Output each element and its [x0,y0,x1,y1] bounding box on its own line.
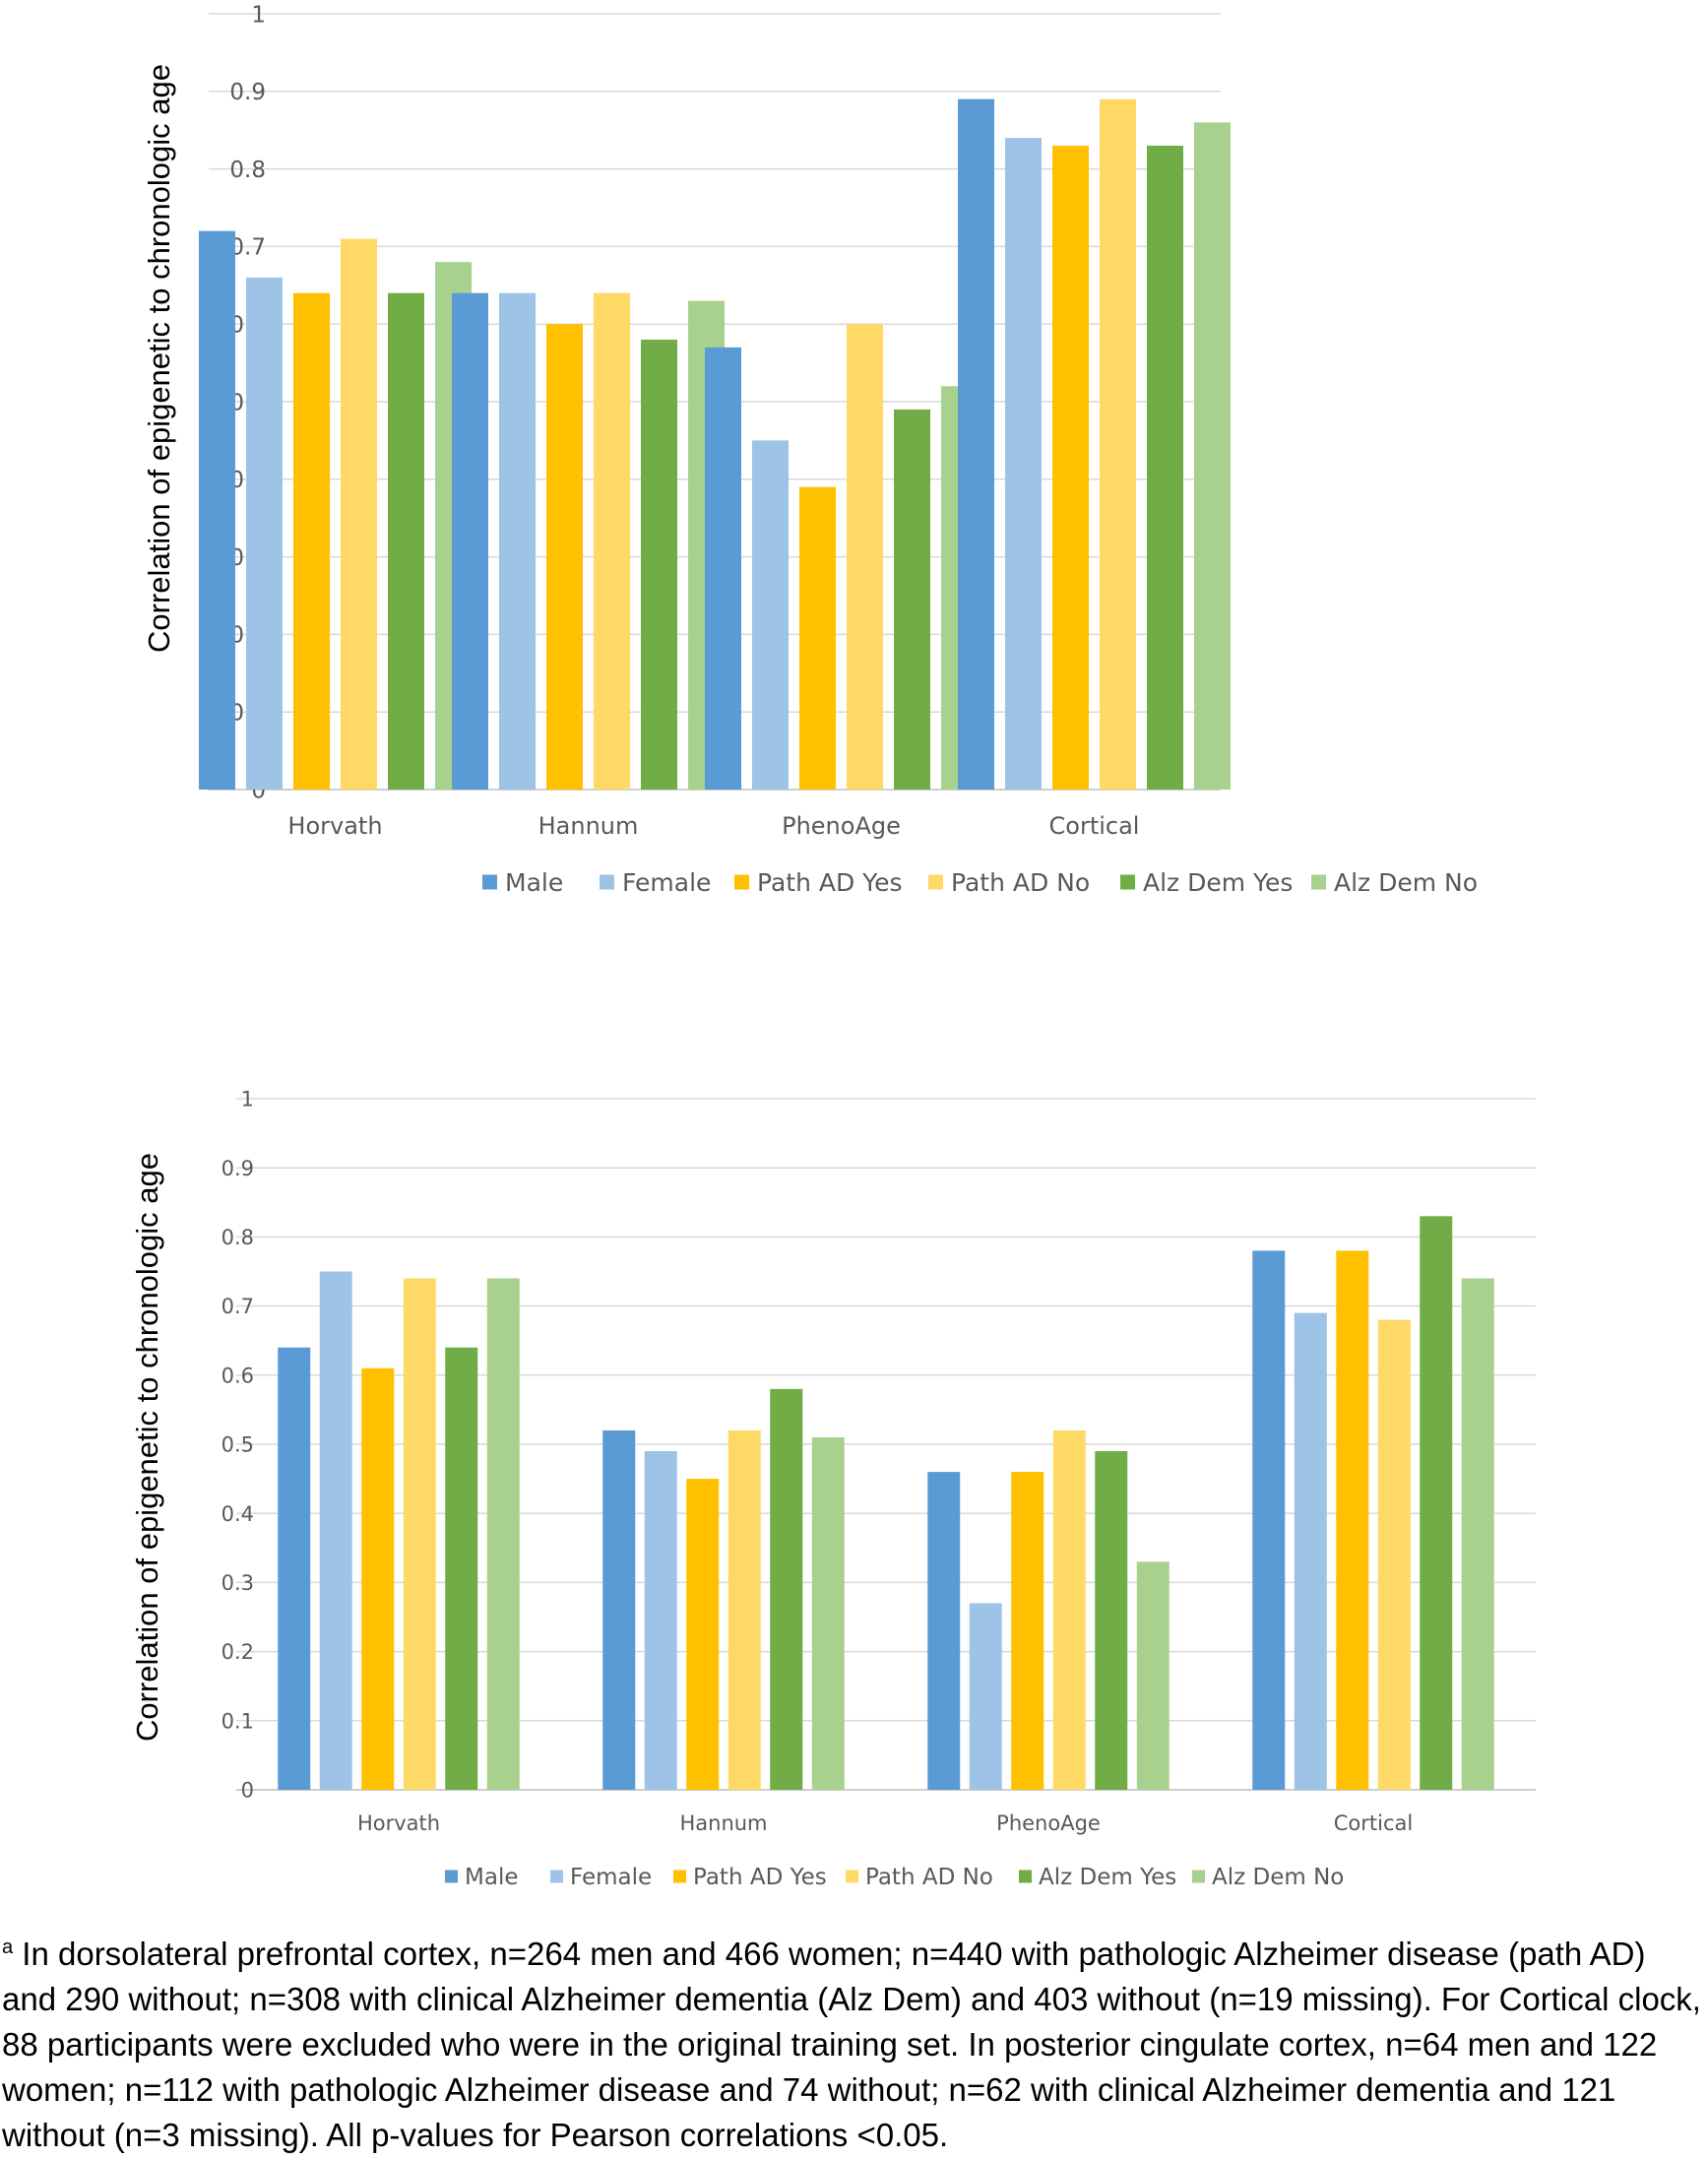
bar-hannum-alz-dem-no [811,1436,845,1790]
legend-label-male: Male [465,1865,518,1890]
bar-horvath-female [246,277,283,790]
legend-swatch-alz-dem-yes [1120,874,1135,890]
bar-phenoage-alz-dem-yes [894,409,930,790]
footnote: a In dorsolateral prefrontal cortex, n=2… [2,1932,1703,2158]
bar-hannum-path-ad-no [594,292,630,790]
bar-horvath-path-ad-no [341,238,377,790]
bar-phenoage-male [927,1472,961,1790]
legend-swatch-path-ad-yes [673,1870,686,1883]
bar-cortical-path-ad-no [1100,98,1136,791]
y-tick-label: 0.8 [229,158,266,183]
legend-label-alz-dem-no: Alz Dem No [1334,868,1478,897]
legend-swatch-path-ad-no [928,874,943,890]
y-tick-label: 1 [241,1088,254,1111]
bar-phenoage-path-ad-yes [799,486,836,790]
legend-swatch-path-ad-yes [734,874,749,890]
chart-posterior-cingulate: 0 0.1 0.2 0.3 0.4 0.5 0.6 0.7 0.8 0.9 1 Correlation… [130,1088,1536,1890]
bar-phenoage-female [969,1603,1002,1790]
x-category-label: Hannum [538,812,639,840]
y-tick-label: 1 [251,2,266,28]
x-category-label: Hannum [679,1811,767,1835]
footnote-text: In dorsolateral prefrontal cortex, n=264… [2,1936,1701,2153]
legend-swatch-alz-dem-yes [1019,1870,1032,1883]
bar-horvath-male [199,230,235,790]
legend-label-female: Female [570,1865,652,1890]
x-category-label: Horvath [287,812,382,840]
bar-hannum-alz-dem-yes [641,339,677,790]
bar-horvath-alz-dem-yes [445,1347,478,1790]
bar-hannum-path-ad-yes [546,324,583,790]
legend-label-female: Female [622,868,711,897]
y-tick-label: 0.9 [229,80,266,105]
y-tick-label: 0 [241,1779,254,1803]
legend-swatch-female [600,874,614,890]
bar-phenoage-path-ad-yes [1011,1472,1044,1790]
y-axis-label: Correlation of epigenetic to chronologic… [130,1153,164,1742]
y-tick-label: 0.3 [221,1571,254,1595]
bar-horvath-path-ad-no [403,1278,436,1790]
bar-hannum-male [452,292,488,790]
bar-cortical-female [1294,1312,1327,1790]
bar-phenoage-male [705,347,741,790]
y-tick-label: 0.4 [221,1502,254,1526]
y-tick-label: 0.6 [221,1364,254,1387]
x-category-label: PhenoAge [782,812,901,840]
bar-hannum-female [644,1451,677,1790]
legend-label-path-ad-no: Path AD No [865,1865,993,1890]
bar-cortical-path-ad-yes [1336,1250,1369,1790]
bar-cortical-alz-dem-yes [1147,145,1183,790]
legend-label-alz-dem-no: Alz Dem No [1212,1865,1344,1890]
bar-horvath-male [278,1347,311,1790]
y-tick-label: 0.9 [221,1157,254,1180]
y-tick-label: 0.2 [221,1640,254,1664]
bar-hannum-path-ad-no [727,1429,761,1790]
y-tick-label: 0.7 [221,1295,254,1318]
footnote-marker: a [2,1937,14,1958]
bar-hannum-path-ad-yes [686,1479,720,1790]
legend-label-path-ad-no: Path AD No [951,868,1090,897]
y-axis-label: Correlation of epigenetic to chronologic… [142,64,176,653]
bar-cortical-path-ad-no [1377,1319,1411,1790]
x-category-label: Cortical [1049,812,1140,840]
bar-hannum-male [602,1429,636,1790]
bar-phenoage-female [752,440,789,790]
x-category-label: PhenoAge [996,1811,1101,1835]
legend-swatch-male [445,1870,458,1883]
bar-cortical-path-ad-yes [1052,145,1089,790]
bar-phenoage-alz-dem-yes [1095,1451,1128,1790]
legend-swatch-path-ad-no [846,1870,858,1883]
bar-horvath-alz-dem-no [486,1278,520,1790]
y-tick-label: 0.8 [221,1226,254,1249]
chart-dlpfc: 00.10.20.30.40.50.60.70.80.91Correlation… [142,2,1478,897]
bar-cortical-male [958,98,994,791]
bar-horvath-path-ad-yes [293,292,330,790]
legend-swatch-alz-dem-no [1311,874,1326,890]
y-tick-label: 0.1 [221,1709,254,1733]
legend-label-path-ad-yes: Path AD Yes [757,868,903,897]
bar-hannum-female [499,292,536,790]
bar-hannum-alz-dem-yes [770,1388,803,1790]
x-category-label: Horvath [357,1811,440,1835]
bar-horvath-path-ad-yes [361,1367,395,1790]
bar-cortical-alz-dem-no [1461,1278,1494,1790]
bar-horvath-alz-dem-yes [388,292,424,790]
legend-label-male: Male [505,868,563,897]
bar-cortical-alz-dem-yes [1420,1216,1453,1790]
y-tick-label: 0.7 [229,235,266,261]
bar-horvath-female [319,1271,352,1790]
legend-swatch-male [482,874,497,890]
legend-swatch-alz-dem-no [1192,1870,1205,1883]
bar-cortical-male [1252,1250,1286,1790]
bar-cortical-female [1005,138,1042,790]
legend-label-alz-dem-yes: Alz Dem Yes [1039,1865,1176,1890]
legend-label-alz-dem-yes: Alz Dem Yes [1143,868,1293,897]
x-category-label: Cortical [1334,1811,1413,1835]
legend-label-path-ad-yes: Path AD Yes [693,1865,827,1890]
legend-swatch-female [550,1870,563,1883]
bar-phenoage-path-ad-no [847,324,883,790]
bar-phenoage-alz-dem-no [1136,1561,1170,1790]
y-tick-label: 0.5 [221,1433,254,1457]
bar-phenoage-path-ad-no [1052,1429,1086,1790]
bar-cortical-alz-dem-no [1194,122,1231,790]
